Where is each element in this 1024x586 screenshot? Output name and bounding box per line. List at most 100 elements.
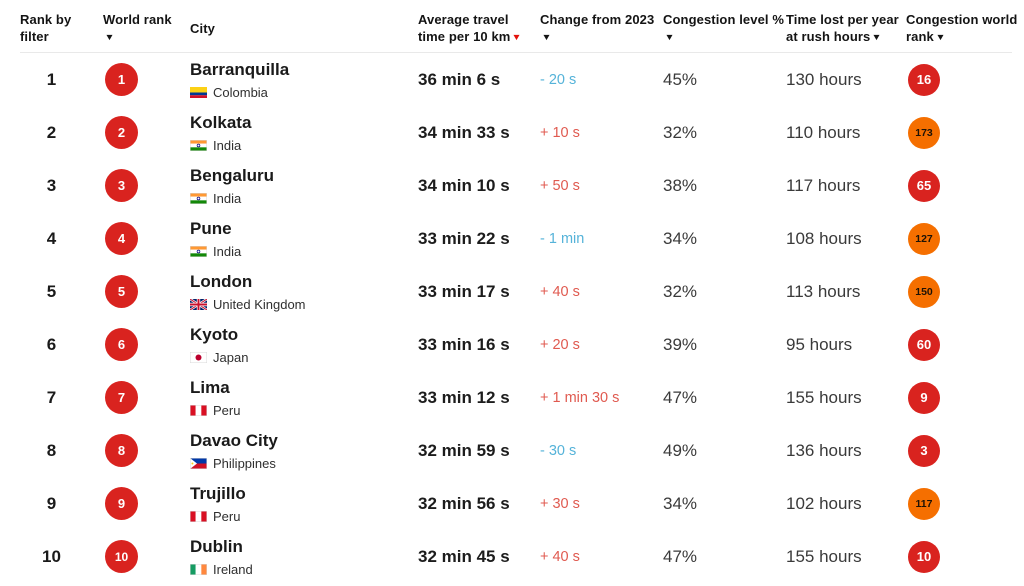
country-name: Philippines <box>213 455 276 471</box>
congestion-world-rank-badge: 16 <box>908 63 940 96</box>
time-lost-value: 130 hours <box>786 69 862 89</box>
congestion-level-value: 45% <box>663 69 698 89</box>
city-name[interactable]: Bengaluru <box>190 165 275 185</box>
change-from-2023-value: + 20 s <box>540 336 580 353</box>
country-name: India <box>213 243 242 259</box>
column-header-label: Congestion world <box>906 12 1018 27</box>
congestion-world-rank-cell: 3 <box>906 434 1024 467</box>
world-rank-cell: 2 <box>103 116 190 149</box>
sort-arrow-icon[interactable]: ▼ <box>541 32 552 42</box>
table-row[interactable]: 6 6 Kyoto Japan 33 min 16 s + 20 s 39% 9… <box>0 318 1024 371</box>
column-header-label: rank <box>906 29 934 44</box>
sort-arrow-icon[interactable]: ▼ <box>104 32 115 42</box>
table-row[interactable]: 4 4 Pune India 33 min 22 s - 1 min 34% 1… <box>0 212 1024 265</box>
country-flag-icon <box>190 404 207 416</box>
congestion-world-rank-cell: 60 <box>906 328 1024 361</box>
country-name: Colombia <box>213 84 268 100</box>
country-line: India <box>190 191 418 206</box>
city-name[interactable]: Davao City <box>190 430 278 450</box>
country-line: Peru <box>190 509 418 524</box>
time-lost-value: 113 hours <box>786 281 861 301</box>
sort-arrow-icon[interactable]: ▼ <box>871 32 883 42</box>
city-cell: Kyoto Japan <box>190 325 418 365</box>
rank-by-filter-value: 7 <box>46 387 57 407</box>
country-line: United Kingdom <box>190 297 418 312</box>
time-lost-value: 117 hours <box>786 175 861 195</box>
city-name[interactable]: Trujillo <box>190 483 246 503</box>
table-row[interactable]: 3 3 Bengaluru India 34 min 10 s + 50 s 3… <box>0 159 1024 212</box>
change-from-2023-value: - 20 s <box>540 71 577 88</box>
congestion-world-rank-badge: 10 <box>908 540 940 573</box>
country-name: Ireland <box>213 561 253 577</box>
time-lost-value: 110 hours <box>786 122 861 142</box>
rank-by-filter-value: 3 <box>46 175 57 195</box>
world-rank-badge: 4 <box>105 222 138 255</box>
country-line: Ireland <box>190 562 418 577</box>
city-name[interactable]: Lima <box>190 377 230 397</box>
world-rank-badge: 9 <box>105 487 138 520</box>
congestion-world-rank-cell: 117 <box>906 487 1024 520</box>
table-row[interactable]: 1 1 Barranquilla Colombia 36 min 6 s - 2… <box>0 53 1024 106</box>
change-from-2023-value: + 40 s <box>540 283 580 300</box>
sort-arrow-icon[interactable]: ▼ <box>935 32 946 42</box>
column-header-avg-travel-time[interactable]: Average travel time per 10 km▼ <box>418 11 540 46</box>
table-row[interactable]: 10 10 Dublin Ireland 32 min 45 s + 40 s … <box>0 530 1024 583</box>
city-cell: London United Kingdom <box>190 272 418 312</box>
city-name[interactable]: Kyoto <box>190 324 239 344</box>
table-row[interactable]: 9 9 Trujillo Peru 32 min 56 s + 30 s 34%… <box>0 477 1024 530</box>
table-row[interactable]: 5 5 London United Kingdom 33 min 17 s + … <box>0 265 1024 318</box>
city-name[interactable]: Barranquilla <box>190 59 290 79</box>
time-lost-value: 108 hours <box>786 228 862 248</box>
column-header-congestion-level[interactable]: Congestion level % ▼ <box>663 11 786 46</box>
table-row[interactable]: 2 2 Kolkata India 34 min 33 s + 10 s 32%… <box>0 106 1024 159</box>
congestion-world-rank-cell: 150 <box>906 275 1024 308</box>
city-name[interactable]: London <box>190 271 253 291</box>
country-flag-icon <box>190 192 207 204</box>
column-header-world-rank[interactable]: World rank ▼ <box>103 11 190 46</box>
world-rank-badge: 1 <box>105 63 138 96</box>
congestion-world-rank-badge: 60 <box>908 328 940 361</box>
column-header-label: Change from 2023 <box>540 12 655 27</box>
avg-travel-time-value: 33 min 17 s <box>418 281 510 301</box>
congestion-level-value: 34% <box>663 493 698 513</box>
change-from-2023-value: - 30 s <box>540 442 577 459</box>
column-header-label: time per 10 km <box>418 29 511 44</box>
country-name: Japan <box>213 349 249 365</box>
column-header-congestion-world-rank[interactable]: Congestion world rank▼ <box>906 11 1024 46</box>
country-flag-icon <box>190 245 207 257</box>
avg-travel-time-value: 32 min 56 s <box>418 493 510 513</box>
world-rank-badge: 8 <box>105 434 138 467</box>
country-line: India <box>190 244 418 259</box>
world-rank-cell: 7 <box>103 381 190 414</box>
city-name[interactable]: Pune <box>190 218 232 238</box>
country-name: India <box>213 137 242 153</box>
congestion-world-rank-cell: 127 <box>906 222 1024 255</box>
avg-travel-time-value: 36 min 6 s <box>418 69 501 89</box>
city-cell: Barranquilla Colombia <box>190 60 418 100</box>
time-lost-value: 155 hours <box>786 387 862 407</box>
table-row[interactable]: 7 7 Lima Peru 33 min 12 s + 1 min 30 s 4… <box>0 371 1024 424</box>
column-header-label: Congestion level % <box>663 12 784 27</box>
avg-travel-time-value: 33 min 22 s <box>418 228 510 248</box>
column-header-time-lost[interactable]: Time lost per year at rush hours▼ <box>786 11 906 46</box>
change-from-2023-value: - 1 min <box>540 230 585 247</box>
change-from-2023-value: + 30 s <box>540 495 580 512</box>
sort-arrow-icon[interactable]: ▼ <box>511 32 523 42</box>
city-name[interactable]: Kolkata <box>190 112 252 132</box>
city-cell: Dublin Ireland <box>190 537 418 577</box>
table-body: 1 1 Barranquilla Colombia 36 min 6 s - 2… <box>0 53 1024 583</box>
sort-arrow-icon[interactable]: ▼ <box>664 32 675 42</box>
rank-by-filter-value: 8 <box>46 440 57 460</box>
country-flag-icon <box>190 139 207 151</box>
world-rank-cell: 4 <box>103 222 190 255</box>
city-name[interactable]: Dublin <box>190 536 243 556</box>
table-row[interactable]: 8 8 Davao City Philippines 32 min 59 s -… <box>0 424 1024 477</box>
country-line: India <box>190 138 418 153</box>
country-flag-icon <box>190 510 207 522</box>
congestion-level-value: 47% <box>663 387 698 407</box>
column-header-change-from-2023[interactable]: Change from 2023 ▼ <box>540 11 663 46</box>
congestion-world-rank-cell: 9 <box>906 381 1024 414</box>
congestion-world-rank-badge: 173 <box>908 116 940 149</box>
world-rank-badge: 3 <box>105 169 138 202</box>
column-header-city: City <box>190 11 418 37</box>
